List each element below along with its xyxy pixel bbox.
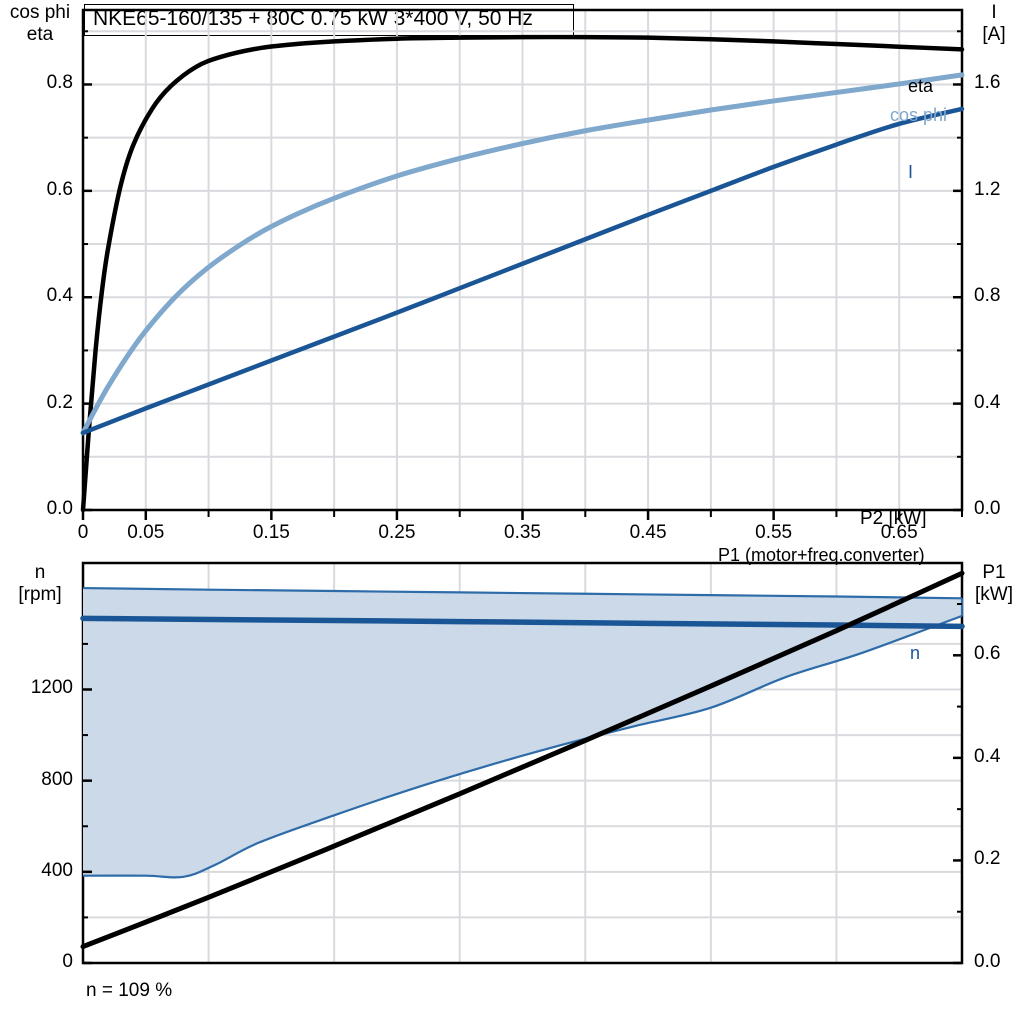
lower-left-axis-title-line2: [rpm] (18, 583, 62, 605)
upper-x-axis-title: P2 [kW] (860, 508, 927, 529)
upper-left-tick: 0.8 (46, 72, 73, 94)
footer-speed-note: n = 109 % (86, 980, 173, 1001)
upper-left-tick: 0.6 (46, 178, 73, 200)
upper-x-tick: 0.55 (755, 522, 793, 543)
upper-left-tick: 0.2 (46, 391, 73, 413)
lower-left-tick: 400 (41, 859, 73, 881)
upper-x-tick: 0.35 (504, 522, 541, 543)
upper-right-tick: 0.4 (974, 391, 1001, 413)
upper-x-tick: 0.05 (127, 522, 165, 543)
upper-right-axis-title: I [A] (966, 2, 1022, 46)
lower-right-axis-title-line1: P1 (982, 562, 1006, 583)
upper-left-axis-title: cos phi eta (2, 2, 78, 46)
lower-left-axis-title-line1: n (34, 562, 46, 583)
lower-right-tick: 0.0 (974, 951, 1001, 972)
upper-left-axis-title-line2: eta (26, 23, 54, 45)
upper-left-tick: 0.0 (46, 498, 73, 519)
lower-left-tick: 1200 (30, 677, 73, 699)
lower-right-tick: 0.6 (974, 643, 1001, 665)
upper-left-tick: 0.4 (46, 285, 73, 307)
upper-right-tick: 1.2 (974, 178, 1001, 200)
annotation-p1-motor-freq-converter: P1 (motor+freq.converter) (718, 545, 925, 565)
upper-right-tick: 0.0 (974, 498, 1001, 519)
upper-right-tick: 0.8 (974, 285, 1001, 307)
lower-left-tick: 0 (62, 951, 73, 972)
upper-x-tick: 0.25 (378, 522, 416, 543)
upper-right-axis-title-line2: [A] (982, 23, 1006, 45)
curve-label-current: I (908, 162, 914, 182)
lower-right-axis-title: P1 [kW] (966, 562, 1022, 606)
upper-right-axis-title-line1: I (991, 2, 997, 23)
upper-right-tick: 1.6 (974, 72, 1001, 94)
upper-x-tick: 0 (77, 522, 89, 543)
lower-right-tick: 0.2 (974, 848, 1001, 870)
lower-right-axis-title-line2: [kW] (975, 583, 1013, 605)
upper-left-axis-title-line1: cos phi (9, 2, 71, 23)
pump-title-text: NKE65-160/135 + 80C 0.75 kW 3*400 V, 50 … (93, 7, 533, 30)
curve-label-cos-phi: cos phi (890, 105, 948, 125)
lower-right-tick: 0.4 (974, 745, 1001, 767)
curve-label-eta: eta (908, 76, 934, 96)
curve-label-speed-n: n (910, 643, 921, 663)
lower-left-axis-title: n [rpm] (2, 562, 78, 606)
upper-x-tick: 0.65 (880, 522, 918, 543)
upper-x-tick: 0.45 (629, 522, 667, 543)
lower-left-tick: 800 (41, 768, 73, 790)
upper-x-tick: 0.15 (252, 522, 290, 543)
